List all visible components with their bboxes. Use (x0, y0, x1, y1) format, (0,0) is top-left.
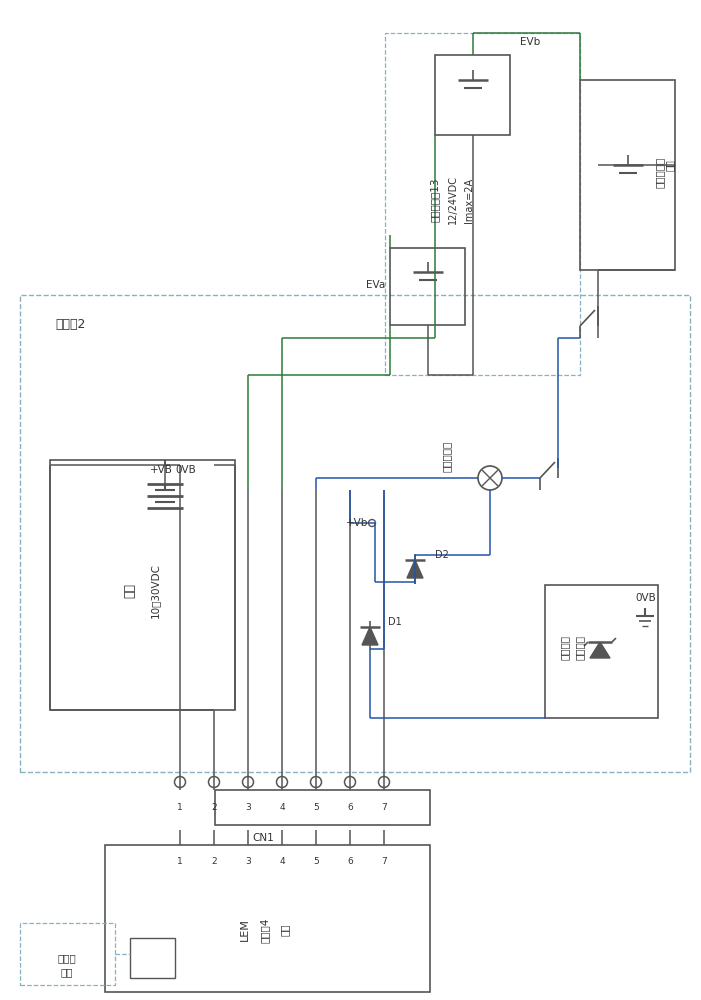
Text: 控制箱2: 控制箱2 (55, 318, 86, 332)
Text: +VB: +VB (150, 465, 173, 475)
Text: D2: D2 (435, 550, 449, 560)
Text: 0VB: 0VB (635, 593, 655, 603)
Text: 调平锁销阀: 调平锁销阀 (655, 156, 665, 188)
Text: 0VB: 0VB (175, 465, 196, 475)
Text: 外接全桥: 外接全桥 (560, 636, 570, 660)
Text: 12/24VDC: 12/24VDC (448, 176, 458, 225)
Polygon shape (362, 627, 378, 645)
Text: CN1: CN1 (252, 833, 274, 843)
Polygon shape (407, 560, 423, 578)
Bar (545, 585, 658, 718)
Text: +Vb: +Vb (346, 518, 368, 528)
Bar (50, 460, 235, 710)
Text: 7: 7 (381, 857, 387, 866)
Text: 传感器: 传感器 (57, 953, 76, 963)
Text: LEM: LEM (240, 919, 250, 941)
Bar (215, 790, 430, 825)
Text: 控制: 控制 (280, 924, 290, 936)
Text: 4: 4 (279, 804, 285, 812)
Text: 1: 1 (177, 804, 183, 812)
Text: 5: 5 (313, 857, 319, 866)
Text: 6: 6 (347, 804, 353, 812)
Text: 调平比例阀13: 调平比例阀13 (430, 178, 440, 222)
Text: 4: 4 (279, 857, 285, 866)
Bar (385, 33, 580, 375)
Bar (390, 248, 465, 325)
Text: 10～30VDC: 10～30VDC (150, 562, 160, 617)
Text: 2: 2 (211, 857, 217, 866)
Text: 系统: 系统 (61, 967, 73, 977)
Text: 电路板4: 电路板4 (260, 917, 270, 943)
Polygon shape (590, 642, 610, 658)
Bar (20, 295, 690, 772)
Text: 驱动电路: 驱动电路 (575, 636, 585, 660)
Text: 2: 2 (211, 804, 217, 812)
Text: EVa: EVa (366, 280, 385, 290)
Text: D1: D1 (388, 617, 402, 627)
Text: 电池: 电池 (123, 582, 137, 597)
Text: Imax=2A: Imax=2A (464, 177, 474, 223)
Text: 1: 1 (177, 857, 183, 866)
Bar (435, 55, 510, 135)
Text: EVb: EVb (520, 37, 540, 47)
Text: 5: 5 (313, 804, 319, 812)
Text: 调平: 调平 (665, 159, 675, 171)
Text: 3: 3 (245, 857, 251, 866)
Text: 7: 7 (381, 804, 387, 812)
Bar (105, 845, 430, 992)
Bar (130, 938, 175, 978)
Bar (580, 80, 675, 270)
Text: 3: 3 (245, 804, 251, 812)
Bar (20, 923, 115, 985)
Text: 6: 6 (347, 857, 353, 866)
Text: 平衡指示灯: 平衡指示灯 (442, 440, 452, 472)
